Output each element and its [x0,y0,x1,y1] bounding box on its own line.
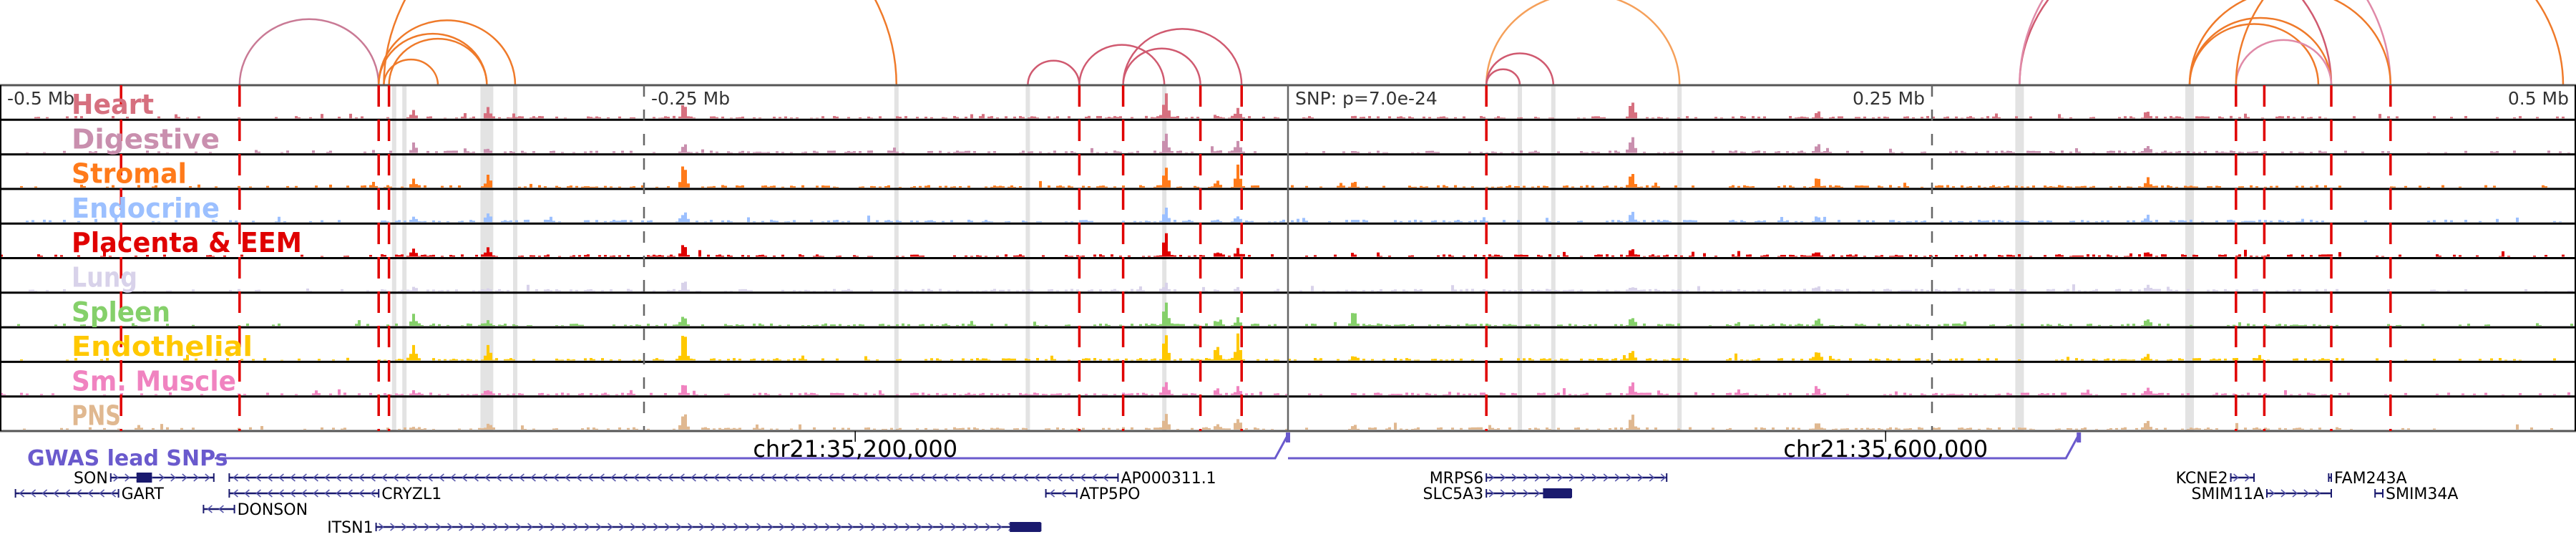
signal-bars [0,382,2570,395]
signal-bars [23,414,2553,430]
gene-gart: GART [14,485,165,503]
coordinate-label: chr21:35,200,000 [753,435,957,463]
loop-arc [2188,23,2320,86]
gene-label: MRPS6 [1430,470,1484,488]
axis-label: -0.25 Mb [651,88,730,109]
signal-bars [26,208,2562,223]
gene-label: KCNE2 [2176,470,2228,488]
coordinate-label: chr21:35,600,000 [1783,435,1988,463]
track-frames [0,84,2576,432]
loop-arc [1485,68,1521,86]
gwas-and-genes: GWAS lead SNPs chr21:35,200,000 chr21:35,6… [14,431,2458,537]
strand-arrows [2269,489,2321,498]
signal-bars [20,164,2547,188]
loop-arc [1027,59,1080,86]
gene-label: FAM243A [2334,470,2407,488]
snp-pvalue-label: SNP: p=7.0e-24 [1295,88,1438,109]
gene-label: DONSON [238,501,308,519]
gene-itsn1: ITSN1 [327,519,1042,537]
gene-smim11a: SMIM11A [2192,485,2332,503]
snp-marker-lines [119,85,2392,431]
track-label: Lung [72,262,137,294]
track-label: Heart [72,89,154,120]
loop-arc [2188,0,2392,86]
track-label: PNS [72,400,121,432]
strand-arrows [1488,473,1667,482]
gene-label: ATP5PO [1080,485,1141,503]
strand-arrows [1488,489,1563,498]
gene-atp5po: ATP5PO [1045,485,1141,503]
gene-label: SON [74,470,108,488]
gwas-track-label: GWAS lead SNPs [27,446,228,471]
axis-label: -0.5 Mb [7,88,74,109]
gene-label: SMIM11A [2192,485,2264,503]
loop-arc [1485,0,1681,86]
gene-label: AP000311.1 [1121,470,1216,488]
gene-label: ITSN1 [327,519,373,537]
loop-arcs [238,0,2565,86]
strand-arrows [233,489,376,498]
gene-label: GART [122,485,165,503]
gene-label: CRYZL1 [381,485,441,503]
track-label: Endothelial [72,331,253,362]
track-label: Sm. Muscle [72,365,236,397]
loop-arc [388,37,488,86]
gwas-connector [215,434,2080,460]
gene-exon-block [136,473,152,483]
strand-arrows [2233,473,2250,482]
gene-ap000311-1: AP000311.1 [228,470,1216,488]
gene-exon-block [1543,488,1571,498]
loop-arc [2188,16,2333,86]
loop-arc [383,0,898,86]
strand-arrows [207,505,224,513]
strand-arrows [1049,489,1067,498]
gene-fam243a: FAM243A [2328,470,2407,488]
track-label: Spleen [72,296,170,328]
loop-arc [377,19,517,86]
signal-tracks [0,93,2573,430]
strand-arrows [379,523,1037,531]
signal-track-sm-muscle [0,382,2570,395]
gene-smim34a: SMIM34A [2374,485,2458,503]
signal-track-pns [23,414,2553,430]
loop-arc [2235,0,2565,86]
loop-arc [1078,44,1166,86]
gene-kcne2: KCNE2 [2176,470,2255,488]
loop-arc [2235,39,2333,86]
loop-arc [377,33,488,86]
signal-track-placenta-eem [0,233,2565,257]
loop-arc [2019,0,2333,86]
loop-arc [1485,52,1555,86]
track-label: Endocrine [72,193,220,224]
gene-slc5a3: SLC5A3 [1423,485,1572,503]
gene-cryzl1: CRYZL1 [228,485,441,503]
gene-mrps6: MRPS6 [1430,470,1668,488]
axis-label: 0.25 Mb [1853,88,1925,109]
loop-arc [238,18,380,86]
gene-donson: DONSON [203,501,308,519]
loop-arc [1122,47,1201,86]
track-label: Digestive [72,123,220,155]
loop-arc [1122,28,1243,86]
gene-exon-block [1010,522,1041,532]
gene-label: SLC5A3 [1423,485,1484,503]
track-label: Placenta & EEM [72,227,302,258]
axis-label: 0.5 Mb [2508,88,2569,109]
strand-arrows [233,473,1108,482]
signal-track-stromal [20,164,2547,188]
signal-track-endocrine [26,208,2562,223]
gene-son: SON [74,470,215,488]
strand-arrows [19,489,117,498]
axis: -0.5 Mb -0.25 Mb 0.25 Mb 0.5 Mb SNP: p=7.0e-… [7,88,2569,109]
gwas-snp-marker [1286,432,1290,442]
track-label: Stromal [72,158,187,190]
loop-arc [2019,0,2392,86]
signal-bars [0,233,2565,257]
loop-arc [383,58,439,86]
gene-label: SMIM34A [2386,485,2458,503]
gwas-snp-marker [2077,432,2082,442]
